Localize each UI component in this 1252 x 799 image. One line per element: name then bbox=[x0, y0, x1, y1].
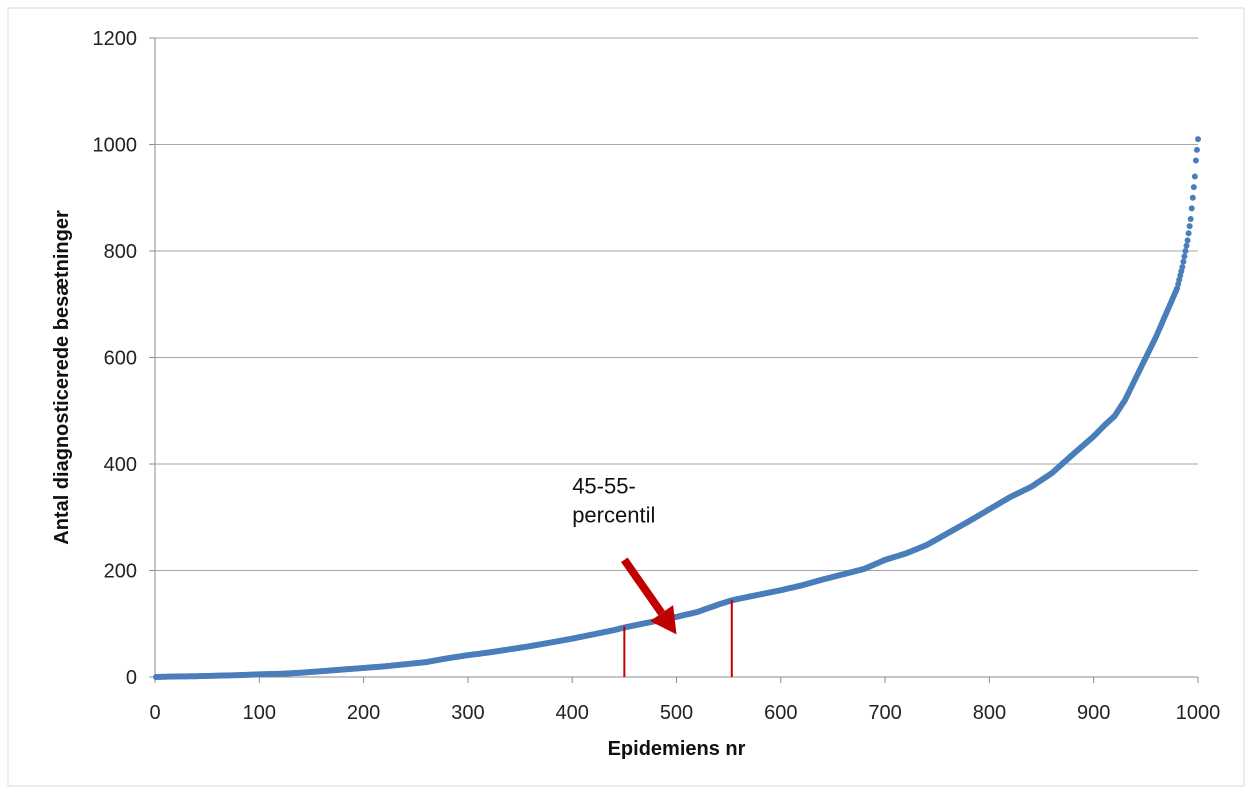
data-point bbox=[1188, 205, 1195, 212]
x-axis-title: Epidemiens nr bbox=[608, 738, 746, 760]
axes bbox=[149, 37, 1199, 683]
data-point bbox=[1193, 146, 1200, 153]
data-point bbox=[1185, 230, 1192, 237]
data-point bbox=[1183, 242, 1190, 249]
y-tick-label: 600 bbox=[104, 348, 137, 370]
annotation-text: 45-55- bbox=[572, 473, 636, 498]
arrow-head bbox=[650, 605, 677, 635]
x-tick-label: 0 bbox=[149, 702, 160, 724]
x-tick-label: 400 bbox=[556, 702, 589, 724]
x-tick-label: 900 bbox=[1077, 702, 1110, 724]
data-point bbox=[1181, 253, 1188, 260]
x-tick-label: 600 bbox=[764, 702, 797, 724]
y-tick-label: 1000 bbox=[93, 135, 138, 157]
annotation-text: percentil bbox=[572, 503, 655, 528]
chart-outer-border bbox=[7, 7, 1245, 787]
data-point bbox=[1191, 173, 1198, 180]
x-tick-label: 300 bbox=[451, 702, 484, 724]
x-tick-label: 500 bbox=[660, 702, 693, 724]
data-point bbox=[1182, 248, 1189, 254]
percentile-annotation: 45-55- percentil bbox=[572, 473, 733, 677]
data-point bbox=[1189, 194, 1196, 201]
y-tick-label: 200 bbox=[104, 561, 137, 583]
y-tick-labels: 0 200 400 600 800 1000 1200 bbox=[93, 28, 138, 689]
y-axis-title: Antal diagnosticerede besætninger bbox=[51, 210, 73, 545]
y-tick-label: 1200 bbox=[93, 28, 138, 50]
data-points bbox=[153, 136, 1201, 680]
y-tick-label: 400 bbox=[104, 454, 137, 476]
x-tick-labels: 0 100 200 300 400 500 600 700 800 900 1000 bbox=[149, 702, 1220, 724]
data-point bbox=[1186, 223, 1193, 230]
data-point bbox=[1187, 216, 1194, 223]
y-tick-label: 800 bbox=[104, 241, 137, 263]
x-tick-label: 700 bbox=[868, 702, 901, 724]
data-point bbox=[1192, 157, 1199, 164]
x-tick-label: 200 bbox=[347, 702, 380, 724]
x-tick-label: 800 bbox=[973, 702, 1006, 724]
arrow-shaft bbox=[621, 557, 665, 616]
data-point bbox=[1190, 184, 1197, 191]
y-tick-label: 0 bbox=[126, 667, 137, 689]
x-tick-label: 100 bbox=[243, 702, 276, 724]
data-point bbox=[1184, 237, 1191, 244]
data-point bbox=[1180, 258, 1187, 265]
data-point bbox=[1195, 136, 1201, 143]
x-tick-label: 1000 bbox=[1176, 702, 1221, 724]
gridlines bbox=[155, 37, 1198, 571]
data-point bbox=[1179, 263, 1186, 270]
